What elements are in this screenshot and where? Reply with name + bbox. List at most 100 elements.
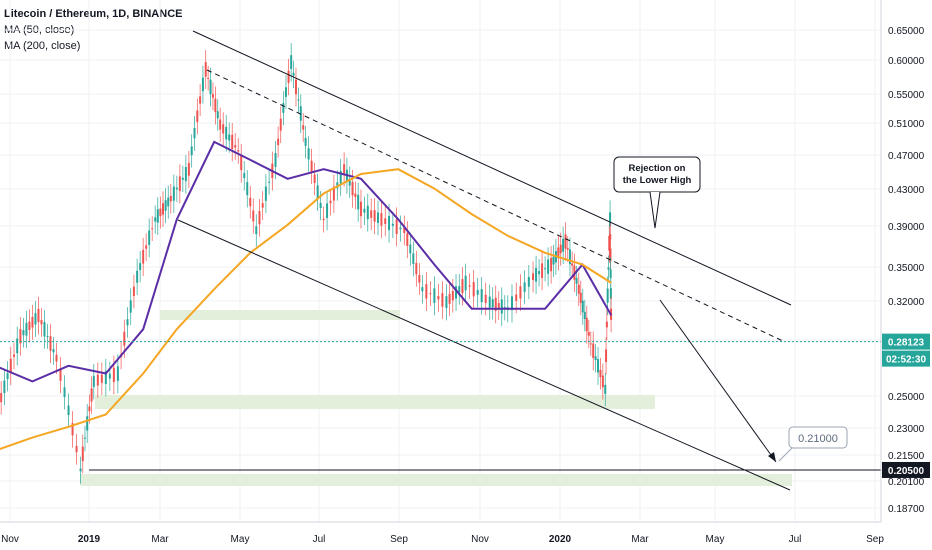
candle-body: [589, 343, 592, 345]
candle-body: [587, 331, 590, 336]
candle-body: [214, 98, 217, 113]
candle-body: [307, 148, 310, 160]
candle-body: [384, 218, 387, 225]
candle-body: [523, 282, 526, 292]
candle-body: [601, 375, 604, 388]
candle-body: [187, 162, 190, 176]
candle-body: [22, 330, 25, 336]
candle-body: [363, 208, 366, 213]
candle-body: [237, 150, 240, 152]
candle-body: [594, 356, 597, 361]
candle-body: [249, 197, 252, 207]
legend: Litecoin / Ethereum, 1D, BINANCE MA (50,…: [4, 6, 182, 54]
candle-body: [357, 194, 360, 210]
candle-body: [605, 321, 608, 328]
candle-body: [43, 322, 46, 337]
candle-body: [519, 286, 522, 299]
candle-body: [359, 201, 362, 217]
candle-body: [562, 238, 565, 252]
candle-body: [83, 437, 86, 439]
candle-body: [399, 227, 402, 230]
candle-body: [581, 300, 584, 313]
candle-body: [52, 349, 55, 353]
candle-body: [31, 316, 34, 328]
candle-body: [172, 186, 175, 201]
candle-body: [258, 211, 261, 225]
candle-body: [406, 233, 409, 246]
candle-body: [75, 445, 78, 453]
candle-body: [290, 55, 293, 69]
candle-body: [458, 286, 461, 293]
candle-body: [228, 134, 231, 141]
y-tick-label: 0.39000: [888, 222, 925, 233]
candle-body: [592, 343, 595, 359]
candle-body: [12, 354, 15, 357]
candle-body: [319, 202, 322, 208]
candle-body: [292, 72, 295, 76]
candle-body: [377, 212, 380, 223]
candle-body: [583, 311, 586, 320]
countdown-label: 02:52:30: [886, 355, 926, 366]
x-tick-label: Jul: [789, 534, 802, 545]
candle-body: [468, 285, 471, 287]
candle-body: [246, 182, 249, 196]
candle-body: [169, 195, 172, 202]
annotation-line-1: the Lower High: [623, 175, 692, 186]
candle-body: [92, 375, 95, 387]
candle-body: [46, 335, 49, 337]
candle-body: [575, 277, 578, 284]
channel-dashed-line: [206, 69, 786, 343]
candle-body: [451, 290, 454, 301]
candle-body: [104, 370, 107, 384]
candle-body: [151, 228, 154, 230]
candle-body: [196, 110, 199, 123]
candle-body: [559, 244, 562, 254]
candle-body: [510, 296, 513, 311]
ma200-line: [0, 168, 612, 450]
candle-body: [409, 244, 412, 254]
candle-body: [6, 373, 9, 380]
candle-body: [297, 99, 300, 101]
ma50-line: [0, 140, 613, 383]
candle-body: [403, 227, 406, 233]
candle-body: [190, 146, 193, 156]
candle-body: [425, 284, 428, 299]
candle-body: [284, 87, 287, 97]
target-pointer: [778, 447, 793, 462]
candle-body: [243, 173, 246, 179]
candle-body: [222, 124, 225, 134]
candle-body: [108, 373, 111, 379]
candle-body: [25, 322, 28, 336]
candle-body: [302, 125, 305, 130]
candle-body: [274, 153, 277, 167]
candle-body: [287, 70, 290, 83]
candle-body: [219, 119, 222, 130]
candle-body: [268, 181, 271, 183]
x-tick-label: Sep: [866, 534, 884, 545]
candle-body: [373, 210, 376, 222]
candle-body: [550, 257, 553, 272]
support-price-label: 0.20500: [888, 466, 925, 477]
candle-body: [154, 217, 157, 222]
candle-body: [316, 185, 319, 199]
candle-body: [216, 111, 219, 119]
candle-body: [437, 296, 440, 300]
y-tick-label: 0.35000: [888, 263, 925, 274]
x-tick-label: Sep: [390, 534, 408, 545]
candle-body: [354, 193, 357, 197]
candle-body: [441, 293, 444, 307]
x-tick-label: May: [231, 534, 250, 545]
candle-body: [348, 178, 351, 186]
candle-body: [395, 219, 398, 234]
candle-body: [282, 103, 285, 113]
candle-body: [326, 203, 329, 218]
candle-body: [609, 212, 612, 227]
candle-body: [351, 181, 354, 196]
candle-body: [429, 293, 432, 295]
candle-body: [527, 276, 530, 287]
candle-body: [329, 200, 332, 204]
candle-body: [252, 210, 255, 222]
channel-upper-line: [192, 30, 792, 306]
